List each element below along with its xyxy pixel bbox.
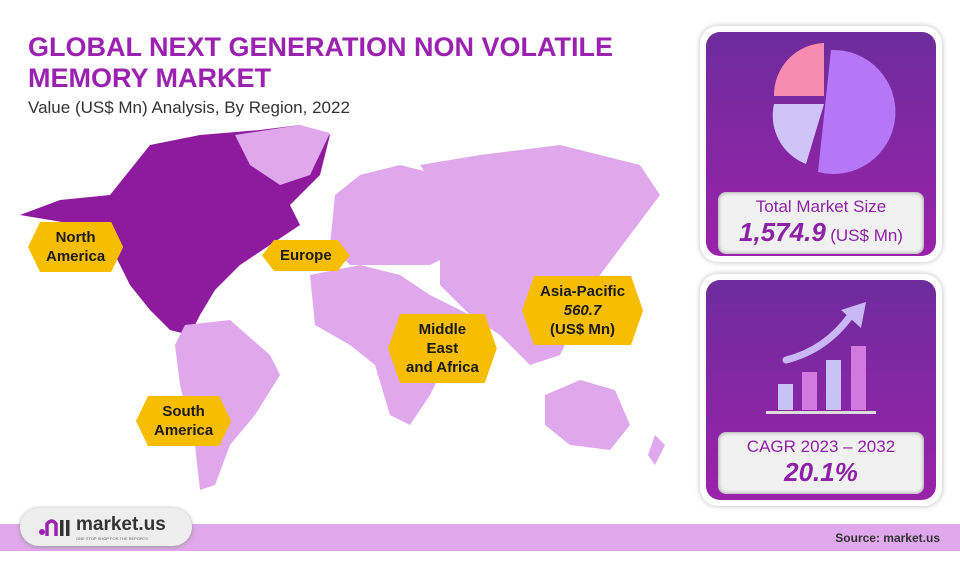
label-value: 560.7 xyxy=(563,302,602,319)
label-text: Europe xyxy=(280,247,332,264)
region-europe xyxy=(330,165,470,265)
label-asia-pacific: Asia-Pacific 560.7 (US$ Mn) xyxy=(522,276,643,345)
region-greenland xyxy=(235,125,330,185)
cagr-label: CAGR 2023 – 2032 xyxy=(746,437,896,456)
chart-subtitle: Value (US$ Mn) Analysis, By Region, 2022 xyxy=(28,98,350,117)
label-text: America xyxy=(46,248,106,265)
label-south-america: South America xyxy=(136,396,231,446)
label-text: Middle xyxy=(418,321,467,338)
label-text: South xyxy=(162,403,205,420)
label-text: America xyxy=(154,422,214,439)
label-text: Asia-Pacific xyxy=(540,283,626,300)
cagr-value: 20.1% xyxy=(784,457,858,487)
market-size-card: Total Market Size 1,574.9 (US$ Mn) xyxy=(700,26,942,262)
market-size-value: 1,574.9 xyxy=(739,217,826,247)
logo-icon xyxy=(39,519,70,536)
region-south-america xyxy=(175,320,280,490)
region-nz xyxy=(648,435,665,465)
logo-tagline: ONE STOP SHOP FOR THE REPORTS xyxy=(76,535,148,541)
label-text: North xyxy=(55,229,96,246)
chart-title: GLOBAL NEXT GENERATION NON VOLATILE MEMO… xyxy=(28,32,614,93)
region-north-america xyxy=(20,125,330,335)
world-map xyxy=(20,125,665,490)
market-us-logo: market.us ONE STOP SHOP FOR THE REPORTS xyxy=(20,508,192,546)
label-text: East xyxy=(426,340,459,357)
label-text: and Africa xyxy=(406,359,479,376)
pie-chart-icon xyxy=(772,43,896,174)
label-europe: Europe xyxy=(262,240,350,271)
market-size-unit: (US$ Mn) xyxy=(830,226,903,245)
cagr-card: CAGR 2023 – 2032 20.1% xyxy=(700,274,942,506)
label-north-america: North America xyxy=(28,222,123,272)
logo-name: market.us xyxy=(76,513,166,535)
source-text: Source: market.us xyxy=(835,531,940,545)
label-middle-east-africa: Middle East and Africa xyxy=(388,314,497,383)
region-asia xyxy=(420,145,660,365)
region-australia xyxy=(545,380,630,450)
growth-chart-icon xyxy=(766,302,876,414)
market-size-label: Total Market Size xyxy=(755,197,887,216)
label-unit: (US$ Mn) xyxy=(550,321,616,338)
